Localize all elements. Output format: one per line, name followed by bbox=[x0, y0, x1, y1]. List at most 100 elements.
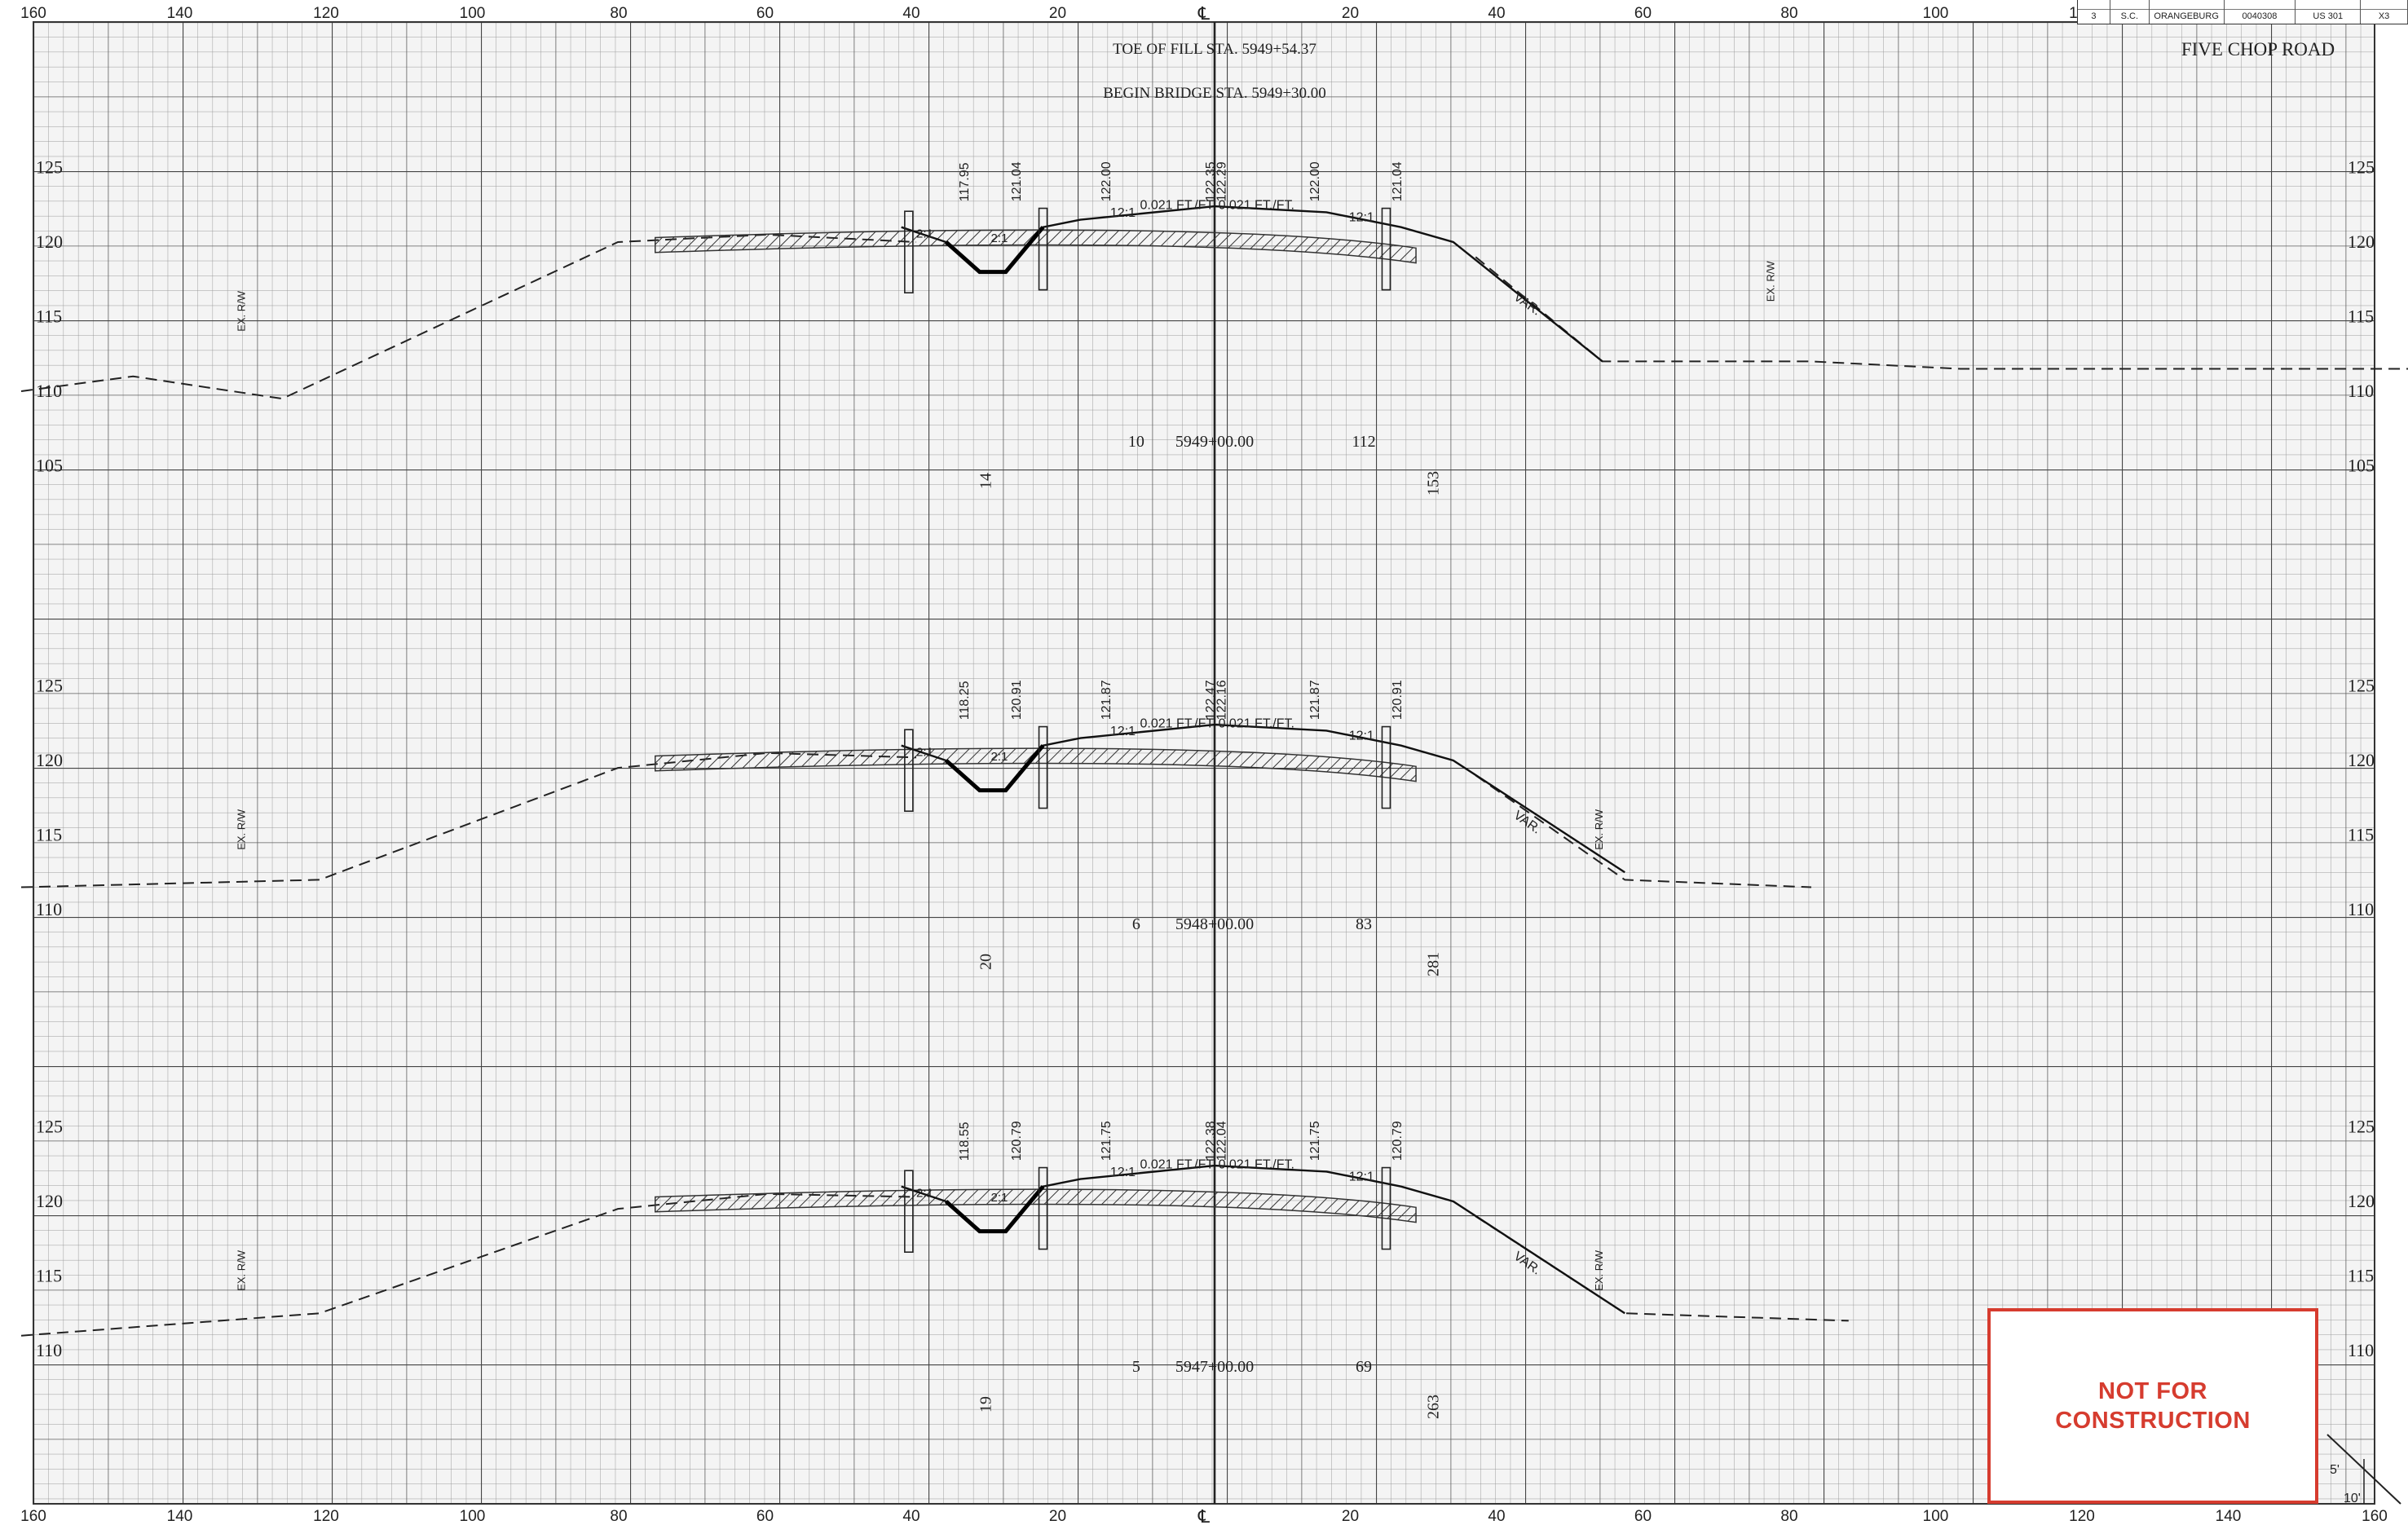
elevation-label-left: 125 bbox=[36, 676, 63, 696]
elevation-value: 122.38 bbox=[1204, 1121, 1218, 1161]
cross-slope-left: 0.021 FT./FT. bbox=[1140, 1158, 1216, 1172]
curb-post bbox=[1038, 1166, 1048, 1250]
corner-note-10ft: 10' bbox=[2344, 1492, 2361, 1505]
offset-scale-top: 16014012010080604020℄2040608010012014016… bbox=[20, 3, 2388, 24]
elevation-label-right: 110 bbox=[2348, 1340, 2374, 1360]
elevation-value: 121.04 bbox=[1391, 161, 1405, 201]
curb-post bbox=[904, 210, 914, 294]
fill-area: 69 bbox=[1356, 1358, 1372, 1376]
elevation-value: 120.91 bbox=[1391, 680, 1405, 720]
elevation-label-left: 115 bbox=[36, 306, 62, 327]
offset-label: 100 bbox=[1923, 1508, 1949, 1525]
elevation-label-right: 125 bbox=[2348, 676, 2375, 696]
curb-post bbox=[904, 1170, 914, 1254]
cross-slope-left: 0.021 FT./FT. bbox=[1140, 717, 1216, 731]
offset-label: 160 bbox=[2362, 1508, 2388, 1525]
elevation-label-left: 110 bbox=[36, 1340, 62, 1360]
elevation-value: 121.75 bbox=[1308, 1121, 1322, 1161]
row-label-right: EX. R/W bbox=[1593, 809, 1605, 850]
elevation-value: 122.00 bbox=[1308, 161, 1322, 201]
row-label-left: EX. R/W bbox=[236, 1250, 248, 1291]
left-volume: 14 bbox=[977, 473, 995, 489]
ditch-slope-right: 2:1 bbox=[991, 231, 1008, 245]
row-label-right: EX. R/W bbox=[1593, 1250, 1605, 1291]
right-volume: 263 bbox=[1425, 1395, 1443, 1419]
curb-post bbox=[1038, 725, 1048, 809]
title-block-sheet: 3 bbox=[2078, 0, 2110, 24]
offset-label: 40 bbox=[902, 5, 920, 22]
elevation-value: 122.04 bbox=[1215, 1121, 1229, 1161]
right-volume: 281 bbox=[1425, 952, 1443, 976]
offset-label: 80 bbox=[1780, 1508, 1797, 1525]
elevation-value: 121.04 bbox=[1010, 161, 1024, 201]
fill-area: 112 bbox=[1352, 433, 1375, 451]
cross-sections: 125 125 120 120 115 115 110 110 105 105 EX. R/W EX.… bbox=[20, 157, 2408, 1419]
pavement-slope-right: 12:1 bbox=[1349, 210, 1374, 224]
ditch-slope-left: 2:1 bbox=[916, 227, 933, 241]
elevation-label-left: 115 bbox=[36, 1266, 62, 1286]
title-block-county: ORANGEBURG bbox=[2149, 0, 2225, 24]
elevation-label-right: 125 bbox=[2348, 157, 2375, 178]
elevation-value: 118.55 bbox=[958, 1122, 972, 1161]
title-block-state: S.C. bbox=[2110, 0, 2150, 24]
cross-section-1: 125 125 120 120 115 115 110 110 105 105 EX. R/W EX.… bbox=[20, 157, 2408, 496]
elevation-value: 122.00 bbox=[1100, 161, 1114, 201]
ditch-slope-left: 2:1 bbox=[916, 1187, 933, 1201]
elevation-label-left: 125 bbox=[36, 157, 63, 178]
offset-label: 60 bbox=[1634, 5, 1652, 22]
pavement-slope-left: 12:1 bbox=[1110, 206, 1136, 220]
elevation-value: 121.87 bbox=[1308, 680, 1322, 720]
cross-section-2: 125 125 120 120 115 115 110 110 EX. R/W EX. R/W 12… bbox=[20, 676, 2375, 976]
existing-pavement-hatch bbox=[655, 229, 1417, 264]
toe-of-fill-label: TOE OF FILL STA. 5949+54.37 bbox=[1113, 41, 1316, 58]
offset-label: 120 bbox=[2069, 1508, 2095, 1525]
offset-label: 60 bbox=[756, 1508, 774, 1525]
offset-label: 160 bbox=[20, 5, 46, 22]
elevation-value: 121.87 bbox=[1100, 680, 1114, 720]
centerline-symbol-bottom: ℄ bbox=[1197, 1506, 1211, 1525]
row-label-right: EX. R/W bbox=[1764, 261, 1776, 302]
elevation-label-left: 110 bbox=[36, 899, 62, 919]
corner-detail: 5' 10' bbox=[2326, 1434, 2401, 1505]
pavement-slope-left: 12:1 bbox=[1110, 1166, 1136, 1179]
elevation-label-right: 110 bbox=[2348, 899, 2374, 919]
existing-ground-right bbox=[1475, 774, 1812, 888]
elevation-label-right: 120 bbox=[2348, 1191, 2375, 1211]
cross-slope-right: 0.021 FT./FT. bbox=[1219, 717, 1294, 731]
ditch-slope-right: 2:1 bbox=[991, 1191, 1008, 1205]
ditch bbox=[944, 744, 1045, 793]
curb-post bbox=[1381, 207, 1391, 291]
cross-slope-right: 0.021 FT./FT. bbox=[1219, 199, 1294, 213]
elevation-value: 120.79 bbox=[1391, 1121, 1405, 1161]
offset-label: 100 bbox=[460, 5, 486, 22]
elevation-label-right: 110 bbox=[2348, 381, 2374, 401]
elevation-value: 122.16 bbox=[1215, 680, 1229, 720]
cross-slope-right: 0.021 FT./FT. bbox=[1219, 1158, 1294, 1172]
offset-label: 40 bbox=[902, 1508, 920, 1525]
ditch bbox=[944, 1185, 1045, 1234]
offset-label: 100 bbox=[460, 1508, 486, 1525]
offset-label: 60 bbox=[1634, 1508, 1652, 1525]
centerline-symbol-top: ℄ bbox=[1197, 3, 1211, 24]
fill-area: 83 bbox=[1356, 915, 1372, 933]
elevation-label-left: 105 bbox=[36, 456, 63, 476]
cross-section-3: 125 125 120 120 115 115 110 110 EX. R/W EX. R/W 12… bbox=[20, 1117, 2375, 1419]
title-block: 3 S.C. ORANGEBURG 0040308 US 301 X3 bbox=[2077, 0, 2408, 24]
curb-post bbox=[1381, 725, 1391, 809]
ditch-slope-left: 2:1 bbox=[916, 746, 933, 760]
elevation-value: 122.35 bbox=[1204, 161, 1218, 201]
offset-label: 120 bbox=[313, 1508, 339, 1525]
curb-post bbox=[1381, 1166, 1391, 1250]
pavement-slope-left: 12:1 bbox=[1110, 725, 1136, 738]
station-label: 5949+00.00 bbox=[1175, 433, 1254, 451]
offset-scale-bottom: 160 140 120 100 80 60 40 20 ℄ 20 40 60 80 100 120 140 16… bbox=[20, 1506, 2388, 1525]
elevation-label-left: 115 bbox=[36, 825, 62, 845]
right-volume: 153 bbox=[1425, 471, 1443, 496]
elevation-value: 120.91 bbox=[1010, 680, 1024, 720]
offset-label: 120 bbox=[313, 5, 339, 22]
elevation-value: 117.95 bbox=[958, 162, 972, 201]
offset-label: 20 bbox=[1342, 1508, 1359, 1525]
left-volume: 20 bbox=[977, 954, 995, 970]
elevation-label-right: 105 bbox=[2348, 456, 2375, 476]
elevation-label-right: 120 bbox=[2348, 750, 2375, 770]
